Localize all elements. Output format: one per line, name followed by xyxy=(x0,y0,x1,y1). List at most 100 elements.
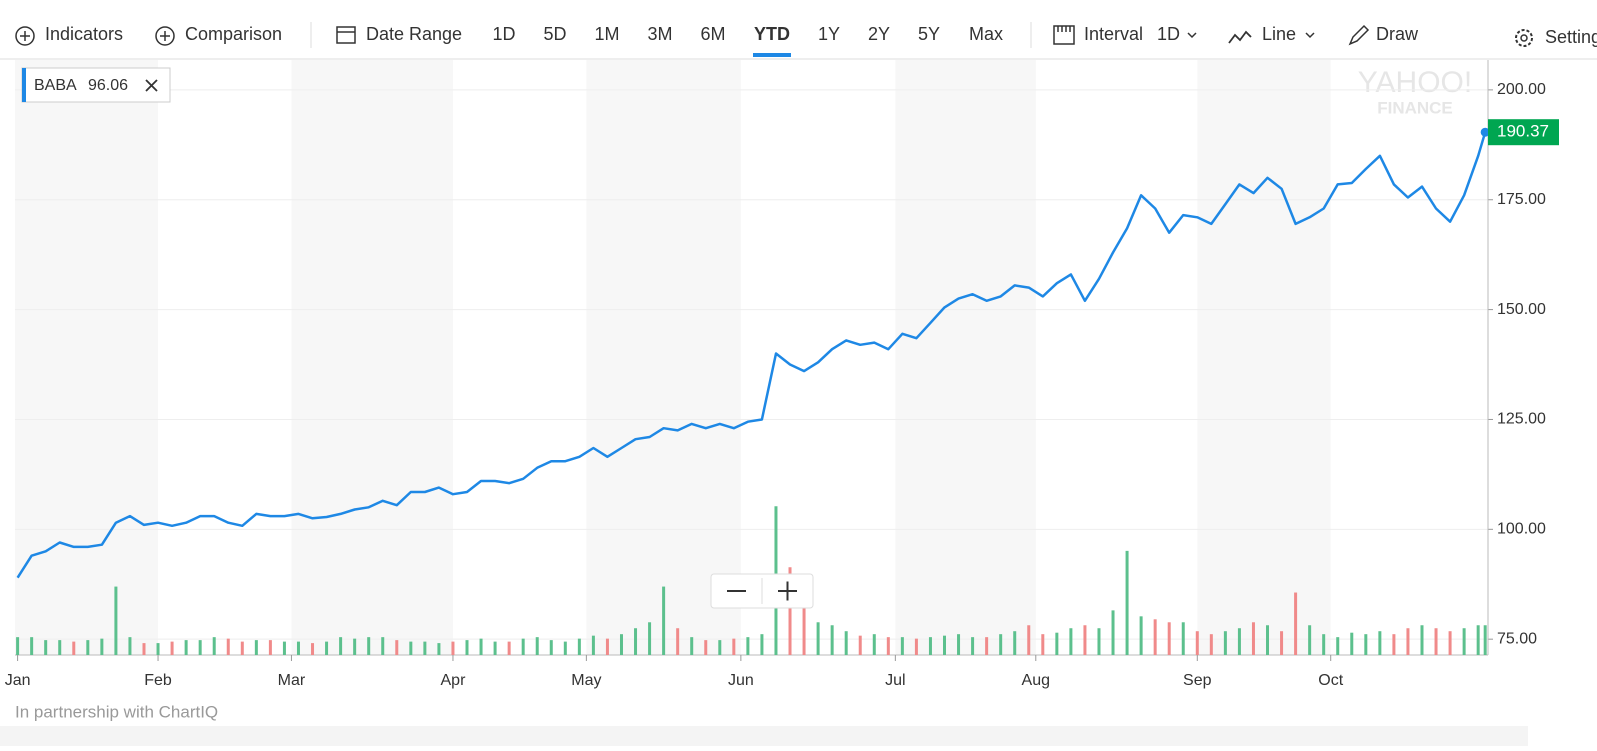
volume-bar xyxy=(1041,634,1045,655)
volume-bar xyxy=(1483,625,1487,655)
calendar-icon[interactable] xyxy=(336,26,356,44)
volume-bar xyxy=(1055,632,1059,655)
volume-bar xyxy=(1364,634,1368,655)
y-tick-label: 200.00 xyxy=(1497,81,1546,98)
volume-bar xyxy=(184,640,188,655)
draw-icon[interactable] xyxy=(1348,24,1370,46)
volume-bar xyxy=(1139,616,1143,655)
x-tick-label: Oct xyxy=(1318,672,1343,689)
plus-icon[interactable] xyxy=(15,26,35,46)
volume-bar xyxy=(296,641,300,655)
volume-bar xyxy=(395,640,399,655)
volume-bar xyxy=(872,634,876,655)
volume-bar xyxy=(676,628,680,655)
x-tick-label: Feb xyxy=(144,672,172,689)
volume-bar xyxy=(282,641,286,655)
volume-bar xyxy=(1111,610,1115,655)
range-button[interactable]: 1Y xyxy=(818,24,840,44)
volume-bar xyxy=(1462,628,1466,655)
range-button[interactable]: YTD xyxy=(754,24,790,44)
chart-style-button[interactable]: Line xyxy=(1262,24,1296,44)
line-icon[interactable] xyxy=(1228,30,1252,44)
volume-bar xyxy=(1350,632,1354,655)
volume-bar xyxy=(521,638,525,655)
month-band xyxy=(586,60,741,655)
range-button[interactable]: 3M xyxy=(647,24,672,44)
draw-button[interactable]: Draw xyxy=(1376,24,1419,44)
volume-bar xyxy=(44,640,48,655)
month-band xyxy=(895,60,1036,655)
legend-close[interactable] xyxy=(145,79,158,92)
volume-bar xyxy=(226,638,230,655)
volume-bar xyxy=(311,643,315,655)
volume-bar xyxy=(1223,631,1227,655)
indicators-button[interactable]: Indicators xyxy=(45,24,123,44)
date-range-button[interactable]: Date Range xyxy=(366,24,462,44)
volume-bar xyxy=(900,637,904,655)
volume-bar xyxy=(760,634,764,655)
volume-bar xyxy=(493,641,497,655)
y-tick-label: 100.00 xyxy=(1497,521,1546,538)
volume-bar xyxy=(339,637,343,655)
plus-icon xyxy=(160,31,170,41)
volume-bar xyxy=(100,638,104,655)
price-line xyxy=(16,131,1487,579)
volume-bar xyxy=(268,640,272,655)
interval-label[interactable]: Interval xyxy=(1084,24,1143,44)
volume-bar xyxy=(1434,628,1438,655)
range-button[interactable]: 6M xyxy=(700,24,725,44)
volume-bar xyxy=(886,637,890,655)
last-point xyxy=(1480,127,1490,137)
legend-symbol: BABA xyxy=(34,77,77,94)
range-buttons: 1D 5D 1M 3M 6M YTD 1Y 2Y 5Y Max xyxy=(492,24,1003,57)
range-button[interactable]: 1D xyxy=(492,24,515,44)
volume-bar xyxy=(479,638,483,655)
volume-bar xyxy=(563,641,567,655)
plus-icon[interactable] xyxy=(155,26,175,46)
volume-bar xyxy=(381,637,385,655)
zoom-in[interactable] xyxy=(778,581,797,601)
watermark: FINANCE xyxy=(1377,98,1453,117)
volume-bar xyxy=(1251,622,1255,655)
volume-bar xyxy=(1237,628,1241,655)
volume-bar xyxy=(1392,634,1396,655)
last-price-label: 190.37 xyxy=(1497,122,1549,141)
volume-bar xyxy=(114,586,118,655)
volume-bar xyxy=(1476,625,1480,655)
volume-bar xyxy=(423,641,427,655)
comparison-button[interactable]: Comparison xyxy=(185,24,282,44)
volume-bar xyxy=(1420,625,1424,655)
volume-bar xyxy=(732,638,736,655)
range-button[interactable]: 1M xyxy=(594,24,619,44)
caret xyxy=(1187,32,1315,39)
volume-bar xyxy=(1181,622,1185,655)
volume-bar xyxy=(788,567,792,655)
volume-bar xyxy=(1069,628,1073,655)
range-button[interactable]: 5D xyxy=(543,24,566,44)
volume-bar xyxy=(170,641,174,655)
interval-icon[interactable] xyxy=(1053,25,1075,45)
volume-bar xyxy=(605,638,609,655)
range-button[interactable]: 2Y xyxy=(868,24,890,44)
plus-icon xyxy=(20,31,30,41)
volume-bar xyxy=(30,637,34,655)
settings-button[interactable]: Settings xyxy=(1545,27,1597,47)
volume-bar xyxy=(86,640,90,655)
range-button[interactable]: 5Y xyxy=(918,24,940,44)
plot: 75.00 100.00 125.00 150.00 175.00 200.00 Jan Fe… xyxy=(5,60,1559,689)
y-tick-label: 175.00 xyxy=(1497,191,1546,208)
volume-bar xyxy=(1083,625,1087,655)
volume-bar xyxy=(816,622,820,655)
volume-bar xyxy=(1097,628,1101,655)
volume-bar xyxy=(1266,625,1270,655)
volume-bar xyxy=(802,598,806,655)
volume-bar xyxy=(465,640,469,655)
volume-bar xyxy=(198,640,202,655)
y-tick-label: 75.00 xyxy=(1497,630,1537,647)
settings-icon[interactable] xyxy=(1515,29,1533,47)
interval-value[interactable]: 1D xyxy=(1157,24,1180,44)
volume-bar xyxy=(1406,628,1410,655)
range-button[interactable]: Max xyxy=(969,24,1003,44)
